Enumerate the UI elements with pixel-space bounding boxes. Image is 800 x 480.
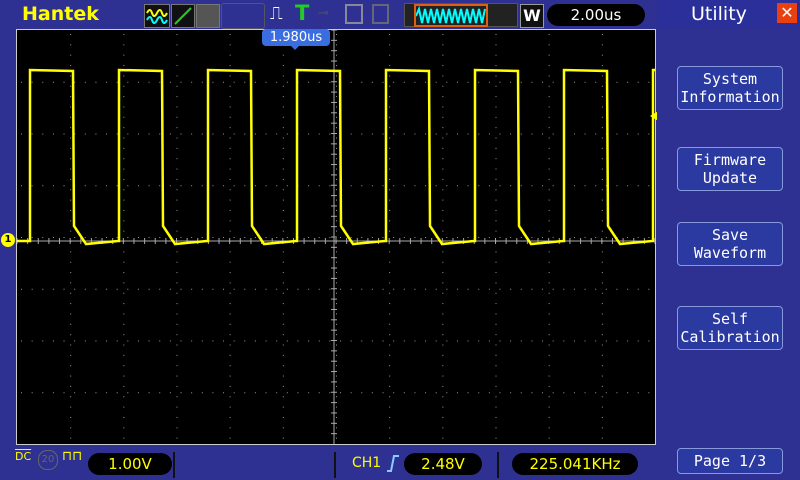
ch1-ground-marker[interactable]: 1 (1, 233, 15, 247)
utility-menu-panel: Utility ✕ System Information Firmware Up… (657, 0, 800, 480)
xy-mode-icon[interactable] (171, 4, 195, 28)
save-waveform-button[interactable]: Save Waveform (677, 222, 783, 266)
menu-title-text: Utility (691, 3, 747, 25)
mode-badge: W (520, 4, 544, 28)
bw-limit-icon: 20 (38, 450, 58, 470)
divider (173, 452, 175, 478)
trigger-level-marker[interactable] (644, 110, 660, 122)
system-information-button[interactable]: System Information (677, 66, 783, 110)
probe-pulse-icon: ⊓⊓ (62, 449, 83, 464)
trigger-level-readout[interactable]: 2.48V (404, 453, 482, 475)
trigger-position-marker[interactable] (290, 45, 300, 55)
menu-title: Utility (657, 0, 800, 28)
brand-logo: Hantek (22, 3, 99, 25)
self-calibration-button[interactable]: Self Calibration (677, 306, 783, 350)
save-disk-icon[interactable] (345, 4, 363, 24)
key-icon: ⊸ (318, 6, 329, 21)
cursor-time-readout: 1.980us (262, 29, 330, 46)
memory-position-bar[interactable] (404, 3, 518, 27)
status-slot (221, 3, 265, 29)
trigger-status-icon: T (295, 1, 310, 25)
frequency-readout: 225.041KHz (512, 453, 638, 475)
printer-icon[interactable] (372, 4, 389, 24)
rising-edge-icon (386, 453, 400, 477)
waveform-display-icon[interactable] (144, 4, 170, 28)
close-icon[interactable]: ✕ (777, 3, 797, 23)
ch1-scale-readout[interactable]: 1.00V (88, 453, 172, 475)
coupling-dc-icon: DC (15, 450, 32, 463)
trigger-edge-icon: ⎍ (270, 3, 283, 24)
divider (334, 452, 336, 478)
divider (497, 452, 499, 478)
waveform-screen[interactable] (16, 29, 742, 445)
firmware-update-button[interactable]: Firmware Update (677, 147, 783, 191)
graticule (16, 29, 742, 444)
trigger-source: CH1 (352, 455, 382, 471)
timebase-readout[interactable]: 2.00us (547, 4, 645, 26)
persistence-icon[interactable] (196, 4, 220, 28)
page-button[interactable]: Page 1/3 (677, 448, 783, 474)
ch1-trace (17, 68, 742, 246)
